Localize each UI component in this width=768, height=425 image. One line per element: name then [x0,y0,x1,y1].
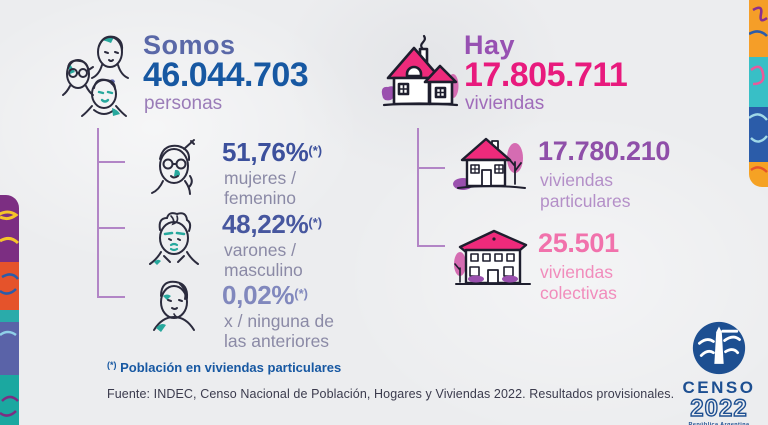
population-item-label: x / ninguna de las anteriores [224,311,334,351]
housing-unit: viviendas [465,93,545,114]
footnote-marker: (*) [107,360,117,370]
housing-connector-trunk [417,128,419,246]
footnote-text: Población en viviendas particulares [120,360,342,375]
building-icon [454,229,531,285]
person-face-icon [153,280,195,332]
logo-year-text: 2022 [690,395,748,422]
housing-item-value: 25.501 [538,228,619,258]
housing-connector-branch-1 [417,167,445,169]
footnote-marker: (*) [294,286,308,301]
footnote-marker: (*) [308,143,323,158]
source-text: Fuente: INDEC, Censo Nacional de Poblaci… [107,387,675,401]
logo-country-text: República Argentina [688,422,750,425]
left-strip-doodles-icon [0,210,19,417]
logo-censo-text: CENSO [682,378,756,397]
footnote: (*) Población en viviendas particulares [107,360,341,375]
population-item-value: 48,22%(*) [222,209,322,240]
percent-value: 0,02% [222,280,295,310]
population-item-label: mujeres / femenino [224,168,296,208]
left-decor-strip [0,195,19,425]
people-connector-trunk [97,128,99,297]
housing-total: 17.805.711 [464,56,628,94]
housing-item-label: viviendas particulares [540,170,631,211]
housing-title: Hay [464,30,516,60]
population-item-label: varones / masculino [224,240,303,280]
people-unit: personas [144,93,223,114]
percent-value: 51,76% [222,137,309,167]
people-connector-branch-3 [97,296,125,298]
housing-connector-branch-2 [417,245,445,247]
people-title: Somos [143,30,236,60]
population-item-value: 0,02%(*) [222,280,308,311]
percent-value: 48,22% [222,209,309,239]
right-decor-strip [749,0,768,187]
people-total: 46.044.703 [143,56,309,94]
people-connector-branch-1 [97,161,125,163]
right-strip-doodles-icon [749,6,768,173]
people-connector-branch-2 [97,227,125,229]
censo-2022-logo: CENSO 2022 República Argentina [666,320,768,425]
people-group-icon [62,35,129,117]
houses-icon [381,34,459,107]
house-icon [453,137,526,190]
housing-item-value: 17.780.210 [538,136,671,166]
woman-face-icon [151,139,195,195]
censo-emblem-icon [692,321,746,375]
housing-item-label: viviendas colectivas [540,262,617,303]
population-item-value: 51,76%(*) [222,137,322,168]
man-face-icon [149,212,199,265]
footnote-marker: (*) [308,215,323,230]
